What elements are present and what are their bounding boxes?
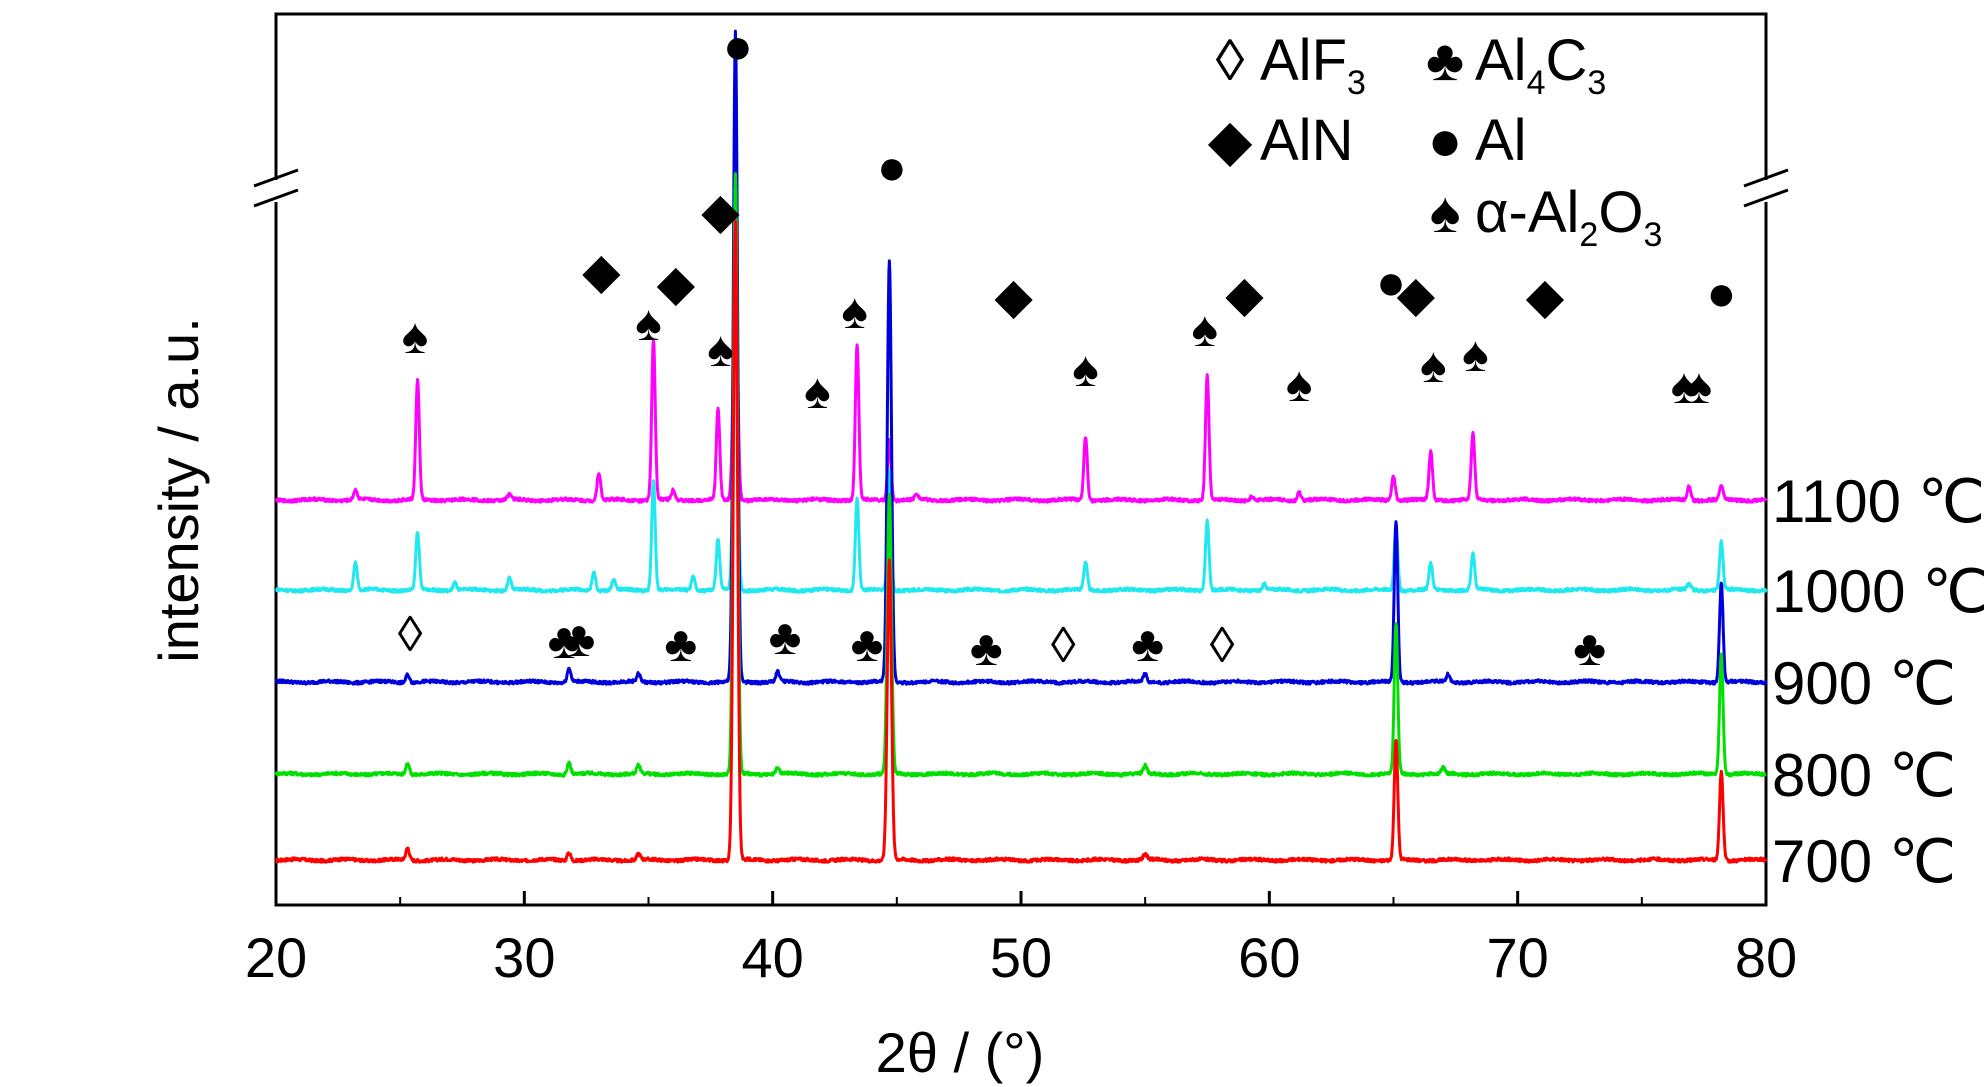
circle-marker: ● [877, 139, 907, 195]
temperature-label-2: 900 ℃ [1772, 650, 1956, 717]
axis-break-line [253, 188, 299, 208]
series-line-3 [275, 287, 1768, 594]
legend-label: AlN [1260, 108, 1353, 173]
spade-marker: ♠ [1671, 358, 1698, 414]
temperature-label-4: 1100 ℃ [1772, 468, 1984, 535]
open-diamond-marker: ◊ [1051, 617, 1076, 673]
spade-marker: ♠ [1420, 337, 1447, 393]
open-diamond-marker: ◊ [1210, 617, 1235, 673]
open-diamond-icon: ◊ [1216, 28, 1245, 93]
spade-marker: ♠ [841, 283, 868, 339]
club-marker: ♣ [970, 620, 1003, 676]
club-marker: ♣ [769, 609, 802, 665]
filled-diamond-marker: ◆ [994, 268, 1033, 324]
temperature-labels: 700 ℃ 800 ℃ 900 ℃ 1000 ℃ 1100 ℃ [1772, 468, 1984, 895]
spade-marker: ♠ [1286, 356, 1313, 412]
series-group [274, 29, 1768, 864]
filled-diamond-marker: ◆ [657, 255, 696, 311]
legend-label: Al [1475, 108, 1527, 173]
legend-entry-open-diamond: ◊ AlF3 [1216, 28, 1366, 102]
filled-diamond-marker: ◆ [582, 243, 621, 299]
legend: ◊ AlF3 ♣ Al4C3◆ AlN ● Al♠ α-Al2O3 [1208, 28, 1663, 254]
club-marker: ♣ [851, 616, 884, 672]
filled-circle-icon: ● [1427, 108, 1462, 173]
legend-entry-filled-circle: ● Al [1427, 108, 1526, 173]
club-marker: ♣ [563, 611, 596, 667]
circle-marker: ● [1376, 254, 1406, 310]
series-line-4 [274, 248, 1768, 504]
series-line-1 [274, 172, 1767, 778]
spade-marker: ♠ [1686, 358, 1713, 414]
axis-break-line [1743, 188, 1789, 208]
legend-label: AlF3 [1260, 28, 1366, 102]
legend-entry-spade: ♠ α-Al2O3 [1430, 180, 1663, 254]
circle-marker: ● [723, 18, 753, 74]
x-axis-ticks: 20 30 40 50 60 70 80 [245, 891, 1797, 989]
series-line-2 [274, 29, 1768, 686]
spade-marker: ♠ [804, 363, 831, 419]
filled-diamond-marker: ◆ [701, 183, 740, 239]
axis-break-marks [253, 168, 1789, 208]
x-tick-label: 70 [1487, 926, 1549, 989]
circle-marker: ● [1706, 265, 1736, 321]
spade-icon: ♠ [1430, 180, 1461, 245]
x-tick-label: 50 [990, 926, 1052, 989]
axis-break-line [1743, 168, 1789, 188]
series-line-0 [275, 219, 1768, 864]
open-diamond-marker: ◊ [398, 606, 423, 662]
x-tick-label: 20 [245, 926, 307, 989]
legend-label: α-Al2O3 [1475, 180, 1662, 254]
x-tick-label: 80 [1735, 926, 1797, 989]
temperature-label-3: 1000 ℃ [1772, 558, 1984, 625]
spade-marker: ♠ [635, 295, 662, 351]
spade-marker: ♠ [402, 308, 429, 364]
y-axis-title: intensity / a.u. [147, 317, 210, 663]
club-marker: ♣ [1131, 616, 1164, 672]
filled-diamond-marker: ◆ [1397, 266, 1436, 322]
filled-diamond-icon: ◆ [1208, 108, 1253, 173]
legend-entry-club: ♣ Al4C3 [1426, 28, 1606, 102]
legend-entry-filled-diamond: ◆ AlN [1208, 108, 1354, 173]
x-tick-label: 60 [1238, 926, 1300, 989]
spade-marker: ♠ [1462, 326, 1489, 382]
club-icon: ♣ [1426, 28, 1464, 93]
x-tick-label: 30 [493, 926, 555, 989]
x-tick-label: 40 [742, 926, 804, 989]
filled-diamond-marker: ◆ [1526, 268, 1565, 324]
spade-marker: ♠ [1072, 341, 1099, 397]
legend-label: Al4C3 [1475, 28, 1606, 102]
spade-marker: ♠ [707, 321, 734, 377]
club-marker: ♣ [548, 613, 581, 669]
temperature-label-1: 800 ℃ [1772, 742, 1956, 809]
x-axis-title: 2θ / (°) [876, 1021, 1045, 1084]
spade-marker: ♠ [1191, 301, 1218, 357]
club-marker: ♣ [664, 616, 697, 672]
filled-diamond-marker: ◆ [1225, 266, 1264, 322]
temperature-label-0: 700 ℃ [1772, 828, 1956, 895]
axis-break-line [253, 168, 299, 188]
club-marker: ♣ [1573, 620, 1606, 676]
phase-markers: ♣♣ ♣ ♣ ♣ ♣ ♣ ♣◊ ◊ ◊◆ ◆◆◆ ◆ ◆ ◆●●● ●♠ ♠ ♠♠♠♠♠♠ ♠ ♠♠♠ [398, 18, 1737, 676]
